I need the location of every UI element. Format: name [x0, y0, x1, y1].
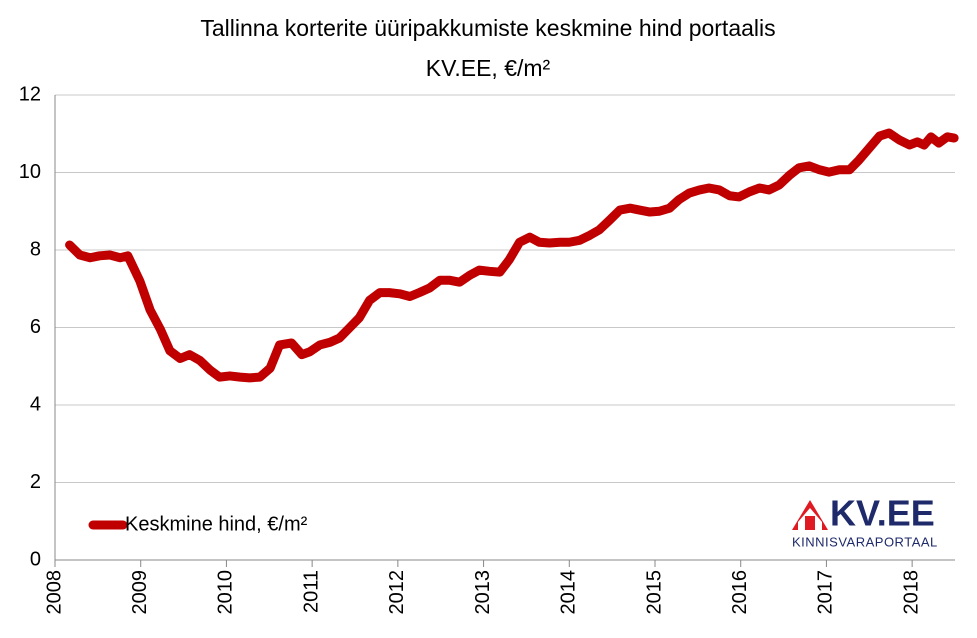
- y-tick-label: 6: [30, 316, 41, 338]
- x-tick-label: 2014: [558, 570, 580, 615]
- chart-title: Tallinna korterite üüripakkumiste keskmi…: [200, 15, 775, 41]
- logo: KV.EE KINNISVARAPORTAAL: [792, 493, 938, 549]
- x-tick-label: 2017: [815, 570, 837, 615]
- x-tick-label: 2010: [215, 570, 237, 615]
- legend-label: Keskmine hind, €/m²: [125, 513, 308, 535]
- x-tick-label: 2018: [900, 570, 922, 615]
- x-tick-label: 2016: [729, 570, 751, 615]
- y-tick-label: 2: [30, 471, 41, 493]
- x-tick-label: 2009: [129, 570, 151, 615]
- logo-caption: KINNISVARAPORTAAL: [792, 534, 938, 549]
- x-tick-label: 2011: [300, 570, 322, 613]
- y-tick-label: 0: [30, 548, 41, 570]
- line-series: [65, 128, 959, 383]
- y-tick-label: 12: [19, 83, 41, 105]
- y-tick-label: 4: [30, 393, 41, 415]
- x-tick-label: 2008: [43, 570, 65, 615]
- chart-subtitle: KV.EE, €/m²: [426, 55, 551, 81]
- logo-icon: [792, 500, 828, 530]
- x-tick-label: 2015: [643, 570, 665, 615]
- x-tick-label: 2012: [386, 570, 408, 615]
- x-tick-label: 2013: [472, 570, 494, 615]
- logo-text: KV.EE: [830, 493, 935, 534]
- y-tick-label: 10: [19, 161, 41, 183]
- y-tick-label: 8: [30, 238, 41, 260]
- logo-icon-door: [805, 516, 815, 530]
